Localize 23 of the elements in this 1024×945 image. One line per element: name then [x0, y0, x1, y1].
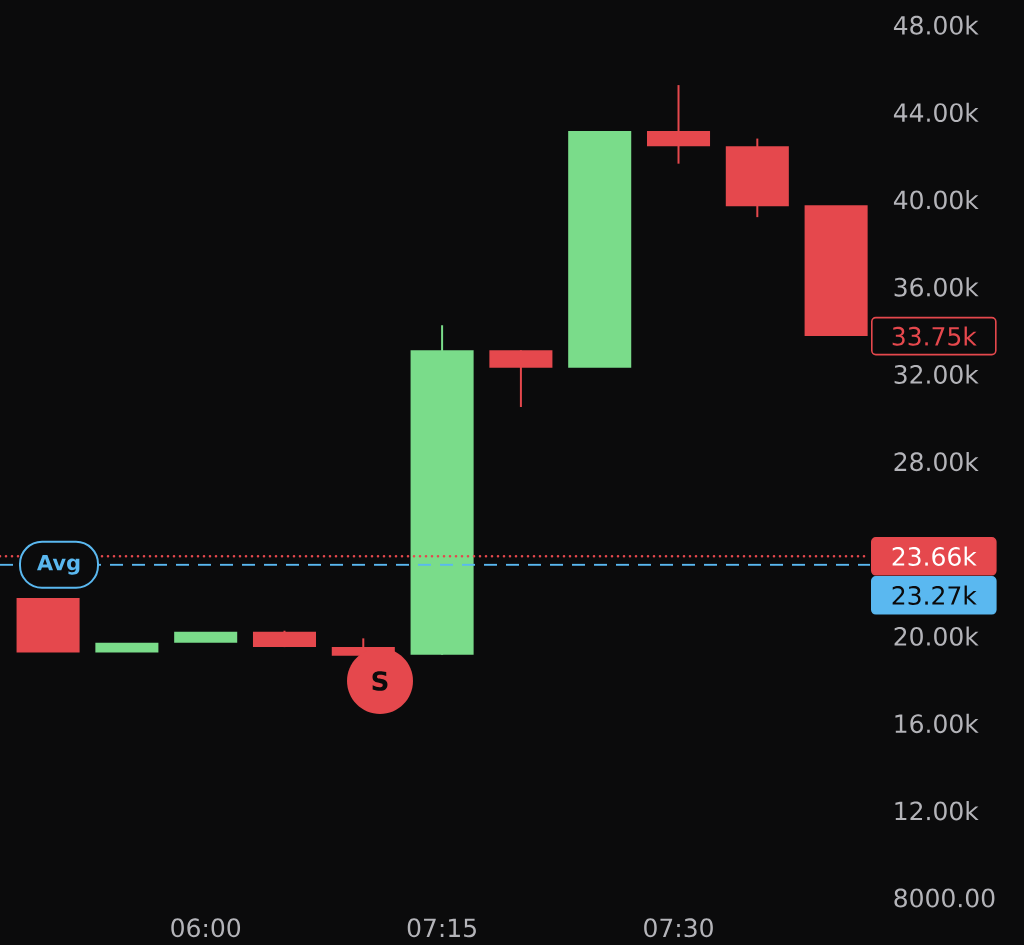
ref-line-label: Avg: [37, 554, 80, 575]
y-tick-label: 8000.00: [894, 888, 995, 908]
candlestick: [174, 631, 238, 643]
x-tick-label: 06:00: [171, 918, 241, 938]
annotation: S: [372, 671, 388, 691]
candlestick: [804, 205, 868, 337]
y-tick-label: 48.00k: [893, 15, 979, 35]
y-tick-label: 20.00k: [894, 626, 979, 646]
y-tick-label: 12.00k: [895, 801, 979, 821]
x-tick-label: 07:30: [644, 918, 713, 938]
y-tick-label: 28.00k: [894, 451, 979, 472]
candlestick: [16, 597, 80, 653]
candlestick: [95, 642, 159, 653]
text: 33.75k: [892, 326, 977, 346]
ref-line-label: 23.66k: [892, 546, 977, 566]
candlestick: [568, 130, 632, 368]
y-tick-label: 32.00k: [894, 364, 979, 384]
x-tick-label: 07:15: [407, 918, 476, 938]
text: 23.27k: [892, 585, 977, 605]
y-tick-label: 16.00k: [895, 713, 979, 734]
y-tick-label: 36.00k: [894, 277, 979, 297]
y-tick-label: 44.00k: [893, 102, 979, 123]
y-tick-label: 40.00k: [893, 189, 979, 210]
